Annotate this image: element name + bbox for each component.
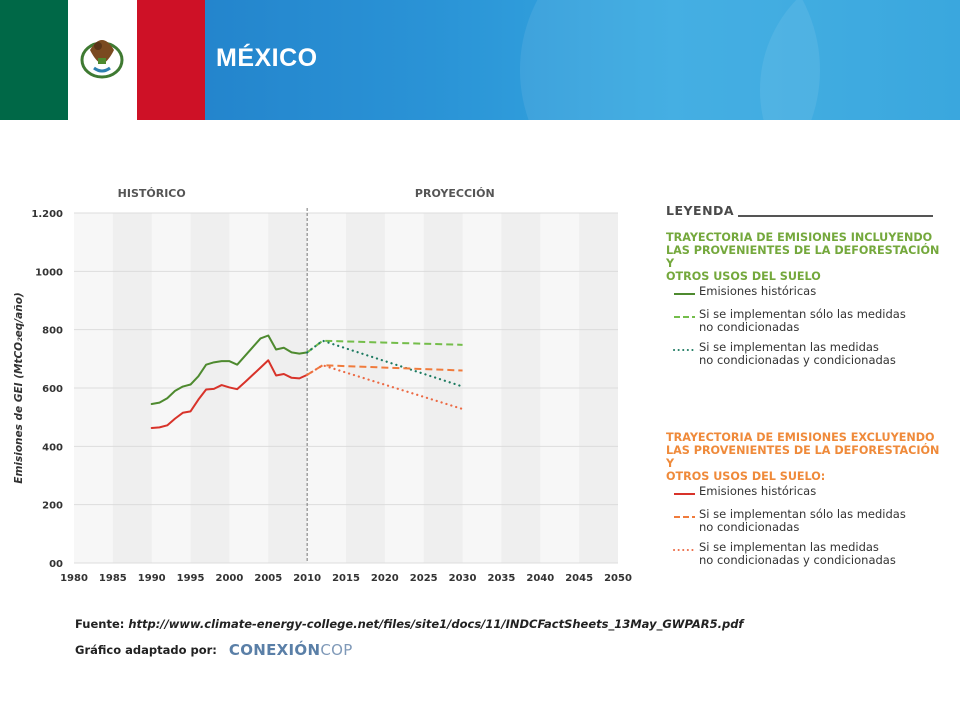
- chart-gridlines: [74, 212, 618, 564]
- legend-item: Si se implementan sólo las medidas no con…: [666, 508, 941, 545]
- legend-swatch: [674, 316, 695, 318]
- legend-item-line: no condicionadas: [699, 520, 800, 534]
- legend-item-label: Si se implementan sólo las medidas no con…: [699, 308, 906, 334]
- series-line-5: [306, 364, 464, 411]
- section-label-projection: PROYECCIÓN: [415, 187, 495, 200]
- header-banner: MÉXICO: [0, 0, 960, 120]
- legend-swatch: [673, 549, 696, 551]
- legend-item: Si se implementan sólo las medidas no con…: [666, 308, 941, 345]
- legend-item-label: Emisiones históricas: [699, 285, 816, 298]
- x-axis-ticks: 1980 1985 1990 1995 2000 2005 2010 2015 2020 2025…: [60, 573, 632, 584]
- y-tick-label: 1000: [35, 267, 63, 278]
- y-tick-label: 800: [42, 326, 63, 337]
- legend-swatch: [674, 493, 695, 495]
- x-tick-label: 2010: [293, 573, 321, 584]
- chart-series: [150, 334, 464, 429]
- legend-item-label: Si se implementan las medidas no condicio…: [699, 341, 896, 367]
- legend-item-label: Si se implementan sólo las medidas no con…: [699, 508, 906, 534]
- x-tick-label: 2050: [604, 573, 632, 584]
- legend-item: Si se implementan las medidas no condicio…: [666, 541, 941, 578]
- legend-item-line: no condicionadas y condicionadas: [699, 353, 896, 367]
- legend-title-rule: [738, 215, 933, 217]
- legend-item-line: Si se implementan las medidas: [699, 540, 879, 554]
- legend-section-heading: TRAYECTORIA DE EMISIONES INCLUYENDO LAS P…: [666, 231, 941, 283]
- flag-red-stripe: [137, 0, 205, 120]
- legend-item-line: no condicionadas y condicionadas: [699, 553, 896, 567]
- decorative-bubble: [760, 0, 960, 120]
- section-label-historic: HISTÓRICO: [118, 187, 186, 200]
- x-tick-label: 2040: [526, 573, 554, 584]
- legend-item-line: Si se implementan sólo las medidas: [699, 507, 906, 521]
- emissions-chart: HISTÓRICO PROYECCIÓN 00 200 400 600 800 1000 1…: [13, 187, 632, 584]
- legend-heading-line: OTROS USOS DEL SUELO: [666, 270, 821, 283]
- flag-white-stripe: [68, 0, 137, 120]
- legend-heading-line: TRAYECTORIA DE EMISIONES EXCLUYENDO: [666, 431, 935, 444]
- legend-item: Emisiones históricas: [666, 485, 941, 522]
- x-tick-label: 1990: [138, 573, 166, 584]
- x-tick-label: 2035: [488, 573, 516, 584]
- x-tick-label: 2045: [565, 573, 593, 584]
- legend-heading-line: LAS PROVENIENTES DE LA DEFORESTACIÓN Y: [666, 244, 940, 270]
- y-tick-label: 1.200: [31, 209, 63, 220]
- legend-item-label: Emisiones históricas: [699, 485, 816, 498]
- logo-part-2: COP: [320, 641, 353, 659]
- x-tick-label: 1995: [177, 573, 205, 584]
- legend-item-line: Emisiones históricas: [699, 484, 817, 498]
- x-tick-label: 2015: [332, 573, 360, 584]
- x-tick-label: 1980: [60, 573, 88, 584]
- decorative-bubble: [520, 0, 820, 120]
- legend-item: Si se implementan las medidas no condicio…: [666, 341, 941, 378]
- series-line-3: [150, 359, 309, 429]
- mexico-flag: [0, 0, 205, 120]
- y-tick-label: 600: [42, 384, 63, 395]
- adapted-note: Gráfico adaptado por: CONEXIÓNCOP: [75, 641, 353, 659]
- y-tick-label: 200: [42, 501, 63, 512]
- legend-item-line: no condicionadas: [699, 320, 800, 334]
- legend-item-line: Si se implementan las medidas: [699, 340, 879, 354]
- flag-green-stripe: [0, 0, 68, 120]
- legend-heading-line: OTROS USOS DEL SUELO:: [666, 470, 826, 483]
- legend-swatch: [673, 349, 696, 351]
- adapted-label: Gráfico adaptado por:: [75, 643, 217, 657]
- legend-item-label: Si se implementan las medidas no condicio…: [699, 541, 896, 567]
- coat-of-arms-icon: [80, 40, 124, 79]
- conexioncop-logo: CONEXIÓNCOP: [229, 641, 353, 659]
- page-title: MÉXICO: [216, 44, 318, 72]
- source-url[interactable]: http://www.climate-energy-college.net/fi…: [128, 617, 744, 631]
- y-tick-label: 00: [49, 559, 63, 570]
- legend-item-line: Emisiones históricas: [699, 284, 817, 298]
- source-note: Fuente: http://www.climate-energy-colleg…: [75, 617, 743, 631]
- y-tick-label: 400: [42, 442, 63, 453]
- legend-heading-line: TRAYECTORIA DE EMISIONES INCLUYENDO: [666, 231, 933, 244]
- x-tick-label: 2030: [449, 573, 477, 584]
- legend-item-line: Si se implementan sólo las medidas: [699, 307, 906, 321]
- y-axis-ticks: 00 200 400 600 800 1000 1.200: [31, 209, 63, 570]
- series-line-2: [306, 339, 464, 388]
- x-tick-label: 2020: [371, 573, 399, 584]
- legend-title: LEYENDA: [666, 203, 735, 218]
- legend-item: Emisiones históricas: [666, 285, 941, 322]
- x-tick-label: 2000: [216, 573, 244, 584]
- x-tick-label: 2025: [410, 573, 438, 584]
- legend-heading-line: LAS PROVENIENTES DE LA DEFORESTACIÓN Y: [666, 444, 940, 470]
- series-line-1: [306, 339, 463, 354]
- source-label: Fuente:: [75, 617, 125, 631]
- legend-swatch: [674, 516, 695, 518]
- y-axis-label: Emisiones de GEI (MtCO₂eq/año): [13, 292, 25, 483]
- x-tick-label: 1985: [99, 573, 127, 584]
- x-tick-label: 2005: [254, 573, 282, 584]
- logo-part-1: CONEXIÓN: [228, 641, 321, 659]
- legend-swatch: [674, 293, 695, 295]
- legend-section-heading: TRAYECTORIA DE EMISIONES EXCLUYENDO LAS P…: [666, 431, 941, 483]
- series-line-0: [150, 334, 309, 406]
